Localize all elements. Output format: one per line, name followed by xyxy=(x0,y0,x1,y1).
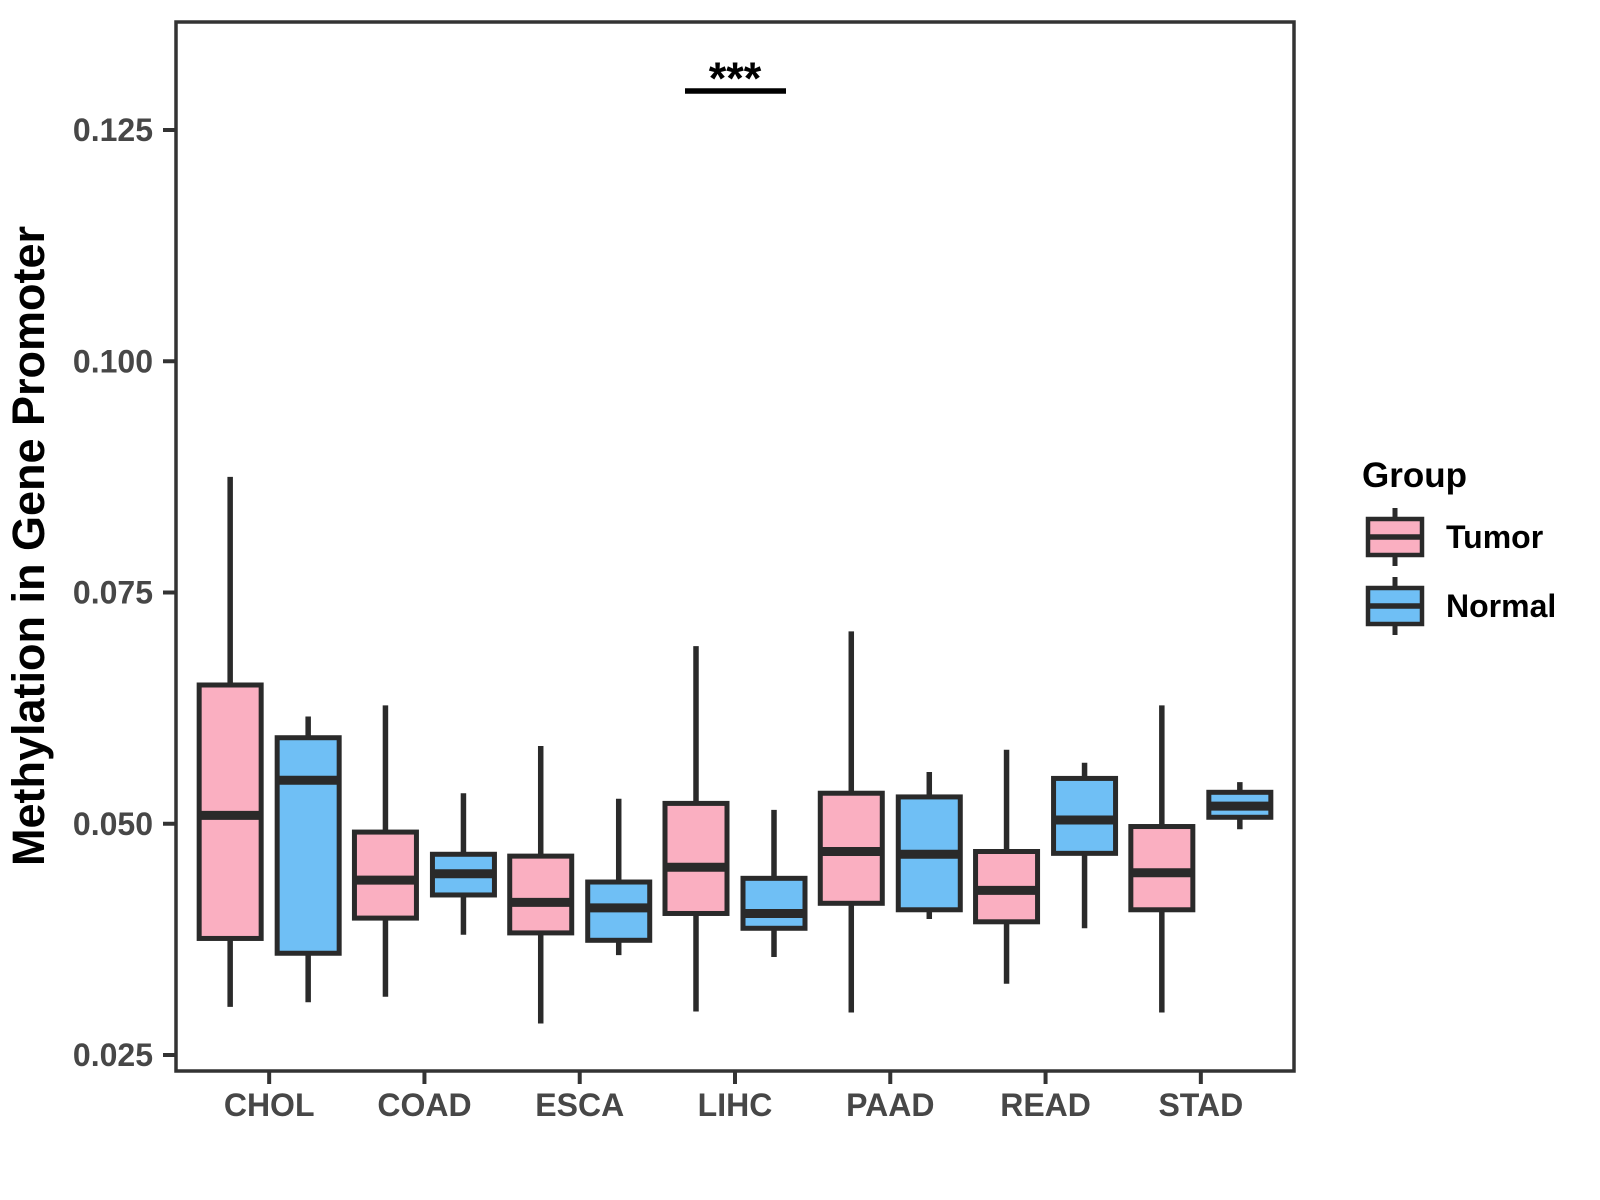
y-axis-title: Methylation in Gene Promoter xyxy=(3,226,54,866)
box-ESCA-Tumor xyxy=(507,853,575,936)
x-label-STAD: STAD xyxy=(1158,1087,1243,1123)
box-LIHC-Tumor xyxy=(662,800,730,916)
y-tick-label-0.125: 0.125 xyxy=(73,112,153,148)
y-axis: 0.125 0.100 0.075 0.050 0.025 xyxy=(73,112,176,1073)
significance-annotation: *** xyxy=(685,53,786,104)
y-tick-label-0.100: 0.100 xyxy=(73,343,153,379)
x-label-LIHC: LIHC xyxy=(698,1087,773,1123)
y-tick-label-0.075: 0.075 xyxy=(73,575,153,611)
y-tick-label-0.050: 0.050 xyxy=(73,806,153,842)
x-label-READ: READ xyxy=(1000,1087,1091,1123)
legend-title: Group xyxy=(1362,456,1467,495)
box-LIHC-Normal xyxy=(740,875,808,931)
legend: Tumor Normal xyxy=(1365,508,1556,635)
box-STAD-Tumor xyxy=(1128,824,1196,913)
box-CHOL-Normal xyxy=(274,735,342,956)
significance-stars: *** xyxy=(709,53,762,104)
x-label-COAD: COAD xyxy=(377,1087,471,1123)
plot-panel xyxy=(174,20,1296,1073)
legend-label-normal: Normal xyxy=(1446,588,1556,624)
box-COAD-Tumor xyxy=(351,829,419,921)
x-label-ESCA: ESCA xyxy=(535,1087,624,1123)
y-tick-label-0.025: 0.025 xyxy=(73,1037,153,1073)
x-label-PAAD: PAAD xyxy=(846,1087,934,1123)
boxes-layer xyxy=(196,476,1274,1024)
legend-label-tumor: Tumor xyxy=(1446,519,1543,555)
x-axis: CHOL COAD ESCA LIHC PAAD READ STAD xyxy=(224,1071,1243,1123)
x-label-CHOL: CHOL xyxy=(224,1087,315,1123)
